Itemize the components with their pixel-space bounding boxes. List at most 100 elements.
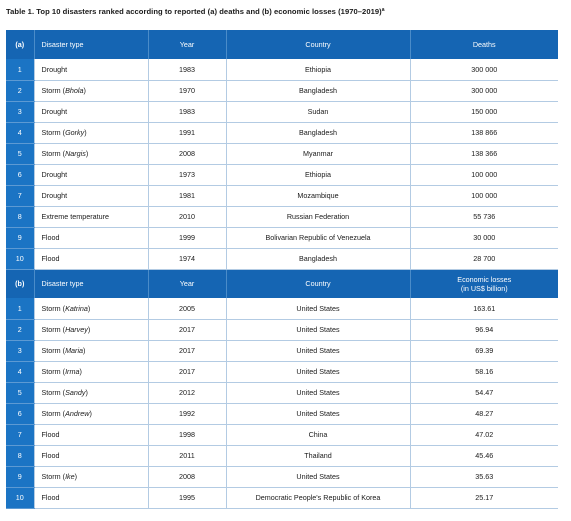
country-cell: Bolivarian Republic of Venezuela [225,227,410,249]
disaster-type-cell: Storm (Maria) [33,340,148,362]
country-cell: Bangladesh [225,122,410,144]
disaster-type-cell: Flood [33,227,148,249]
deaths-cell: 28 700 [409,248,558,270]
table-row: 7 Drought 1981 Mozambique 100 000 [6,185,558,207]
storm-name: Sandy [65,388,86,397]
country-cell: United States [225,382,410,404]
year-cell: 2017 [147,340,226,362]
rank-cell: 10 [6,248,34,270]
country-cell: Democratic People's Republic of Korea [225,487,410,509]
deaths-cell: 55 736 [409,206,558,228]
rank-cell: 7 [6,424,34,446]
country-cell: Sudan [225,101,410,123]
disaster-type: Storm ( [41,325,66,334]
storm-name: Gorky [65,128,85,137]
header-deaths: Deaths [409,30,558,59]
disaster-type: Drought [41,191,68,200]
header-economic-losses-line2: (in US$ billion) [460,283,508,293]
rank-cell: 8 [6,206,34,228]
year-cell: 1983 [147,101,226,123]
disaster-type: Storm ( [41,128,66,137]
rank-cell: 4 [6,361,34,383]
economic-losses-cell: 45.46 [409,445,558,467]
section-a-label: (a) [6,30,34,59]
header-year: Year [147,269,226,298]
storm-name: Nargis [65,149,86,158]
year-cell: 1992 [147,403,226,425]
rank-cell: 10 [6,487,34,509]
year-cell: 1995 [147,487,226,509]
country-cell: Ethiopia [225,164,410,186]
disaster-type-cell: Flood [33,424,148,446]
disaster-type: Drought [41,107,68,116]
country-cell: Ethiopia [225,59,410,81]
disaster-type: Extreme temperature [41,212,110,221]
disaster-type: Flood [41,233,60,242]
disaster-type: Flood [41,254,60,263]
table-row: 4 Storm (Irma) 2017 United States 58.16 [6,361,558,383]
disaster-type: Drought [41,170,68,179]
table-title: Table 1. Top 10 disasters ranked accordi… [6,7,382,16]
rank-cell: 9 [6,466,34,488]
disaster-type-cell: Storm (Ike) [33,466,148,488]
table-row: 3 Storm (Maria) 2017 United States 69.39 [6,340,558,362]
table-row: 5 Storm (Sandy) 2012 United States 54.47 [6,382,558,404]
table-row: 5 Storm (Nargis) 2008 Myanmar 138 366 [6,143,558,165]
economic-losses-cell: 163.61 [409,298,558,320]
deaths-cell: 300 000 [409,59,558,81]
year-cell: 2012 [147,382,226,404]
year-cell: 2017 [147,361,226,383]
country-cell: Bangladesh [225,248,410,270]
table-row: 6 Drought 1973 Ethiopia 100 000 [6,164,558,186]
header-economic-losses: Economic losses (in US$ billion) [409,269,558,298]
disaster-type-cell: Flood [33,445,148,467]
rank-cell: 3 [6,340,34,362]
economic-losses-cell: 96.94 [409,319,558,341]
disaster-type-cell: Flood [33,487,148,509]
disaster-type-cell: Storm (Bhola) [33,80,148,102]
economic-losses-cell: 54.47 [409,382,558,404]
economic-losses-cell: 25.17 [409,487,558,509]
year-cell: 2010 [147,206,226,228]
table-row: 9 Storm (Ike) 2008 United States 35.63 [6,466,558,488]
disaster-type: Storm ( [41,367,66,376]
rank-cell: 3 [6,101,34,123]
table-caption: Table 1. Top 10 disasters ranked accordi… [6,7,385,16]
year-cell: 1981 [147,185,226,207]
table-row: 2 Storm (Harvey) 2017 United States 96.94 [6,319,558,341]
section-a-header-row: (a) Disaster type Year Country Deaths [6,30,558,59]
table-row: 1 Storm (Katrina) 2005 United States 163.61 [6,298,558,320]
table-row: 8 Flood 2011 Thailand 45.46 [6,445,558,467]
year-cell: 1991 [147,122,226,144]
rank-cell: 2 [6,80,34,102]
disaster-type: Drought [41,64,68,74]
rank-cell: 1 [6,59,34,81]
disaster-type-cell: Drought [33,164,148,186]
disaster-type: Storm ( [41,149,66,158]
disaster-type: Flood [41,493,60,502]
deaths-cell: 100 000 [409,185,558,207]
disaster-type: Storm ( [41,472,66,481]
country-cell: United States [225,466,410,488]
deaths-cell: 138 866 [409,122,558,144]
table-row: 9 Flood 1999 Bolivarian Republic of Venezue… [6,227,558,249]
deaths-cell: 300 000 [409,80,558,102]
storm-name: Ike [65,472,75,481]
disaster-type: Storm ( [41,346,66,355]
rank-cell: 4 [6,122,34,144]
year-cell: 2017 [147,319,226,341]
year-cell: 1999 [147,227,226,249]
rank-cell: 6 [6,164,34,186]
rank-cell: 5 [6,143,34,165]
country-cell: Thailand [225,445,410,467]
disaster-type-cell: Storm (Katrina) [33,298,148,320]
table-row: 8 Extreme temperature 2010 Russian Federati… [6,206,558,228]
header-country: Country [225,269,410,298]
header-disaster-type: Disaster type [33,269,148,298]
year-cell: 1998 [147,424,226,446]
header-year: Year [147,30,226,59]
disaster-type: Flood [41,451,60,460]
